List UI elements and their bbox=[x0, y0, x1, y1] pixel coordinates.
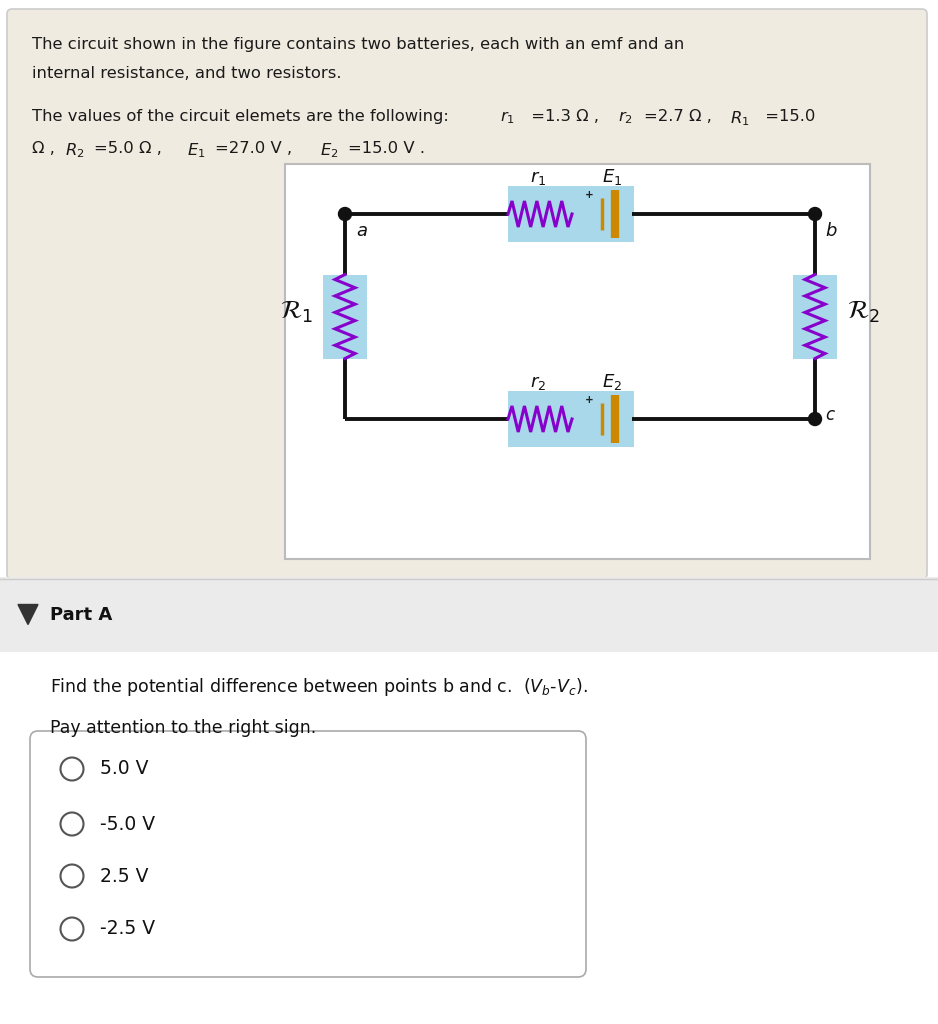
Bar bbox=[508, 391, 634, 447]
Text: $E_2$: $E_2$ bbox=[602, 372, 622, 392]
Text: -5.0 V: -5.0 V bbox=[100, 814, 155, 834]
Circle shape bbox=[339, 208, 352, 220]
Text: $R_1$: $R_1$ bbox=[730, 109, 749, 128]
Text: 5.0 V: 5.0 V bbox=[100, 760, 148, 778]
Text: The circuit shown in the figure contains two batteries, each with an emf and an: The circuit shown in the figure contains… bbox=[32, 37, 684, 52]
Text: =2.7 Ω ,: =2.7 Ω , bbox=[644, 109, 712, 124]
Text: Pay attention to the right sign.: Pay attention to the right sign. bbox=[50, 719, 316, 737]
Text: 2.5 V: 2.5 V bbox=[100, 866, 148, 886]
Bar bbox=[508, 186, 572, 242]
Circle shape bbox=[809, 413, 822, 426]
Text: -2.5 V: -2.5 V bbox=[100, 920, 155, 939]
Text: b: b bbox=[825, 222, 837, 240]
Text: $r_2$: $r_2$ bbox=[618, 109, 633, 126]
Text: Ω ,: Ω , bbox=[32, 141, 55, 156]
Bar bbox=[0, 652, 938, 1024]
Text: =5.0 Ω ,: =5.0 Ω , bbox=[94, 141, 162, 156]
Text: $E_1$: $E_1$ bbox=[187, 141, 205, 160]
Text: $\mathcal{R}_1$: $\mathcal{R}_1$ bbox=[280, 298, 313, 325]
Bar bbox=[0, 577, 938, 652]
Polygon shape bbox=[18, 604, 38, 625]
Text: The values of the circuit elemets are the following:: The values of the circuit elemets are th… bbox=[32, 109, 454, 124]
Text: $R_2$: $R_2$ bbox=[65, 141, 84, 160]
Text: internal resistance, and two resistors.: internal resistance, and two resistors. bbox=[32, 66, 341, 81]
FancyBboxPatch shape bbox=[7, 9, 927, 579]
Text: +: + bbox=[584, 395, 594, 406]
Bar bbox=[793, 274, 837, 358]
Text: =1.3 Ω ,: =1.3 Ω , bbox=[526, 109, 599, 124]
Text: $r_1$: $r_1$ bbox=[530, 169, 546, 187]
Text: c: c bbox=[825, 406, 834, 424]
Text: Find the potential difference between points b and c.  ($V_b$-$V_c$).: Find the potential difference between po… bbox=[50, 676, 588, 698]
Text: =15.0 V .: =15.0 V . bbox=[348, 141, 425, 156]
Bar bbox=[508, 391, 572, 447]
Text: $\mathcal{R}_2$: $\mathcal{R}_2$ bbox=[847, 298, 880, 325]
Text: Part A: Part A bbox=[50, 605, 113, 624]
Text: $E_1$: $E_1$ bbox=[602, 167, 622, 187]
Text: =15.0: =15.0 bbox=[760, 109, 815, 124]
FancyBboxPatch shape bbox=[285, 164, 870, 559]
Text: $r_1$: $r_1$ bbox=[500, 109, 515, 126]
Circle shape bbox=[809, 208, 822, 220]
Bar bbox=[508, 186, 634, 242]
Text: $r_2$: $r_2$ bbox=[530, 374, 546, 392]
Text: =27.0 V ,: =27.0 V , bbox=[215, 141, 292, 156]
Bar bbox=[323, 274, 367, 358]
Text: a: a bbox=[356, 222, 367, 240]
Text: +: + bbox=[584, 190, 594, 200]
Text: $E_2$: $E_2$ bbox=[320, 141, 339, 160]
FancyBboxPatch shape bbox=[30, 731, 586, 977]
